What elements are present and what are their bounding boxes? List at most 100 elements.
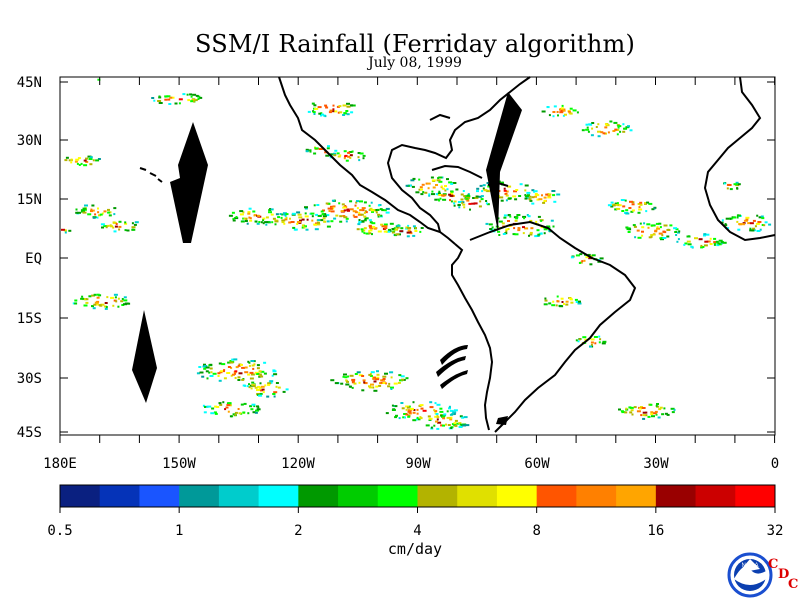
colorbar-tick-label: 0.5 [47, 523, 72, 539]
rain-pixel [713, 243, 716, 246]
rain-pixel [242, 411, 246, 414]
rain-pixel [526, 191, 531, 194]
rain-pixel [508, 197, 512, 200]
rain-pixel [281, 219, 286, 222]
rain-pixel [365, 217, 369, 220]
rain-pixel [726, 187, 729, 190]
lon-label: 60W [524, 456, 550, 472]
colorbar-swatch [417, 485, 458, 507]
rain-pixel [304, 225, 307, 228]
rain-pixel [498, 220, 503, 223]
rain-pixel [210, 412, 215, 415]
rain-pixel [436, 418, 439, 421]
rain-pixel [531, 196, 535, 199]
rain-pixel [556, 300, 560, 303]
rain-pixel [204, 406, 206, 408]
rain-pixel [324, 104, 328, 107]
rain-pixel [357, 156, 360, 159]
rain-pixel [444, 185, 447, 187]
rain-pixel [271, 221, 274, 224]
rain-pixel [641, 234, 644, 237]
rain-pixel [591, 122, 595, 124]
rain-pixel [255, 220, 258, 223]
rain-pixel [77, 211, 81, 214]
rain-pixel [342, 206, 347, 209]
rain-pixel [529, 233, 533, 236]
rain-pixel [637, 211, 641, 214]
rain-pixel [764, 221, 768, 224]
rain-pixel [123, 296, 127, 299]
rain-pixel [522, 215, 527, 218]
rain-pixel [715, 240, 719, 243]
rain-pixel [115, 300, 118, 303]
rain-pixel [338, 105, 342, 108]
rain-pixel [642, 417, 646, 420]
rain-pixel [358, 381, 361, 384]
rain-pixel [543, 303, 548, 306]
rain-pixel [98, 214, 101, 217]
rain-pixel [332, 205, 336, 208]
rain-pixel [351, 380, 355, 383]
rain-pixel [595, 126, 598, 128]
rain-pixel [376, 376, 380, 379]
rain-pixel [720, 221, 724, 224]
rain-pixel [217, 374, 220, 377]
rain-pixel [438, 180, 443, 183]
rain-pixel [340, 382, 344, 385]
rain-pixel [499, 181, 503, 184]
rain-pixel [96, 293, 100, 296]
rain-pixel [98, 304, 102, 307]
rain-pixel [503, 214, 507, 217]
rain-pixel [339, 220, 343, 223]
rain-pixel [698, 238, 703, 241]
rain-pixel [420, 227, 424, 229]
rain-pixel [674, 231, 678, 233]
rain-pixel [503, 187, 506, 190]
rain-pixel [113, 293, 118, 296]
rain-pixel [626, 228, 630, 231]
rain-pixel [465, 195, 468, 198]
rain-pixel [457, 201, 462, 203]
rain-pixel [267, 383, 271, 386]
rain-pixel [251, 383, 256, 386]
rain-pixel [376, 370, 379, 373]
rain-pixel [260, 389, 263, 392]
longitude-labels: 180E 150W 120W 90W 60W 30W 0 [43, 456, 779, 472]
rain-pixel [505, 194, 509, 197]
rain-pixel [238, 372, 243, 375]
rain-pixel [124, 222, 128, 225]
rain-pixel [388, 382, 391, 385]
rain-pixel [467, 193, 470, 196]
rain-pixel [107, 211, 111, 214]
rain-pixel [587, 130, 590, 133]
rain-pixel [724, 223, 727, 226]
rain-pixel [273, 392, 276, 395]
rain-pixel [314, 228, 319, 231]
rain-pixel [277, 386, 281, 389]
rain-pixel [653, 207, 656, 210]
rain-pixel [737, 228, 741, 231]
rain-pixel [412, 225, 416, 228]
rain-pixel [92, 216, 96, 219]
colorbar-swatch [179, 485, 220, 507]
rain-pixel [131, 226, 136, 229]
rain-pixel [382, 378, 386, 380]
rain-pixel [501, 222, 505, 225]
rain-pixel [578, 338, 581, 341]
rain-pixel [370, 372, 372, 375]
rain-pixel [113, 213, 116, 216]
rain-pixel [349, 385, 352, 388]
rain-pixel [167, 98, 171, 101]
rain-pixel [516, 214, 521, 216]
rain-pixel [647, 415, 651, 418]
rain-pixel [362, 157, 365, 160]
rain-pixel [214, 405, 218, 408]
rain-pixel [349, 374, 354, 377]
rain-pixel [633, 406, 637, 409]
rain-pixel [252, 411, 256, 414]
rain-pixel [649, 403, 653, 406]
rain-pixel [544, 299, 548, 302]
rain-pixel [258, 370, 262, 373]
rain-pixel [417, 418, 421, 421]
rain-pixel [657, 416, 661, 419]
